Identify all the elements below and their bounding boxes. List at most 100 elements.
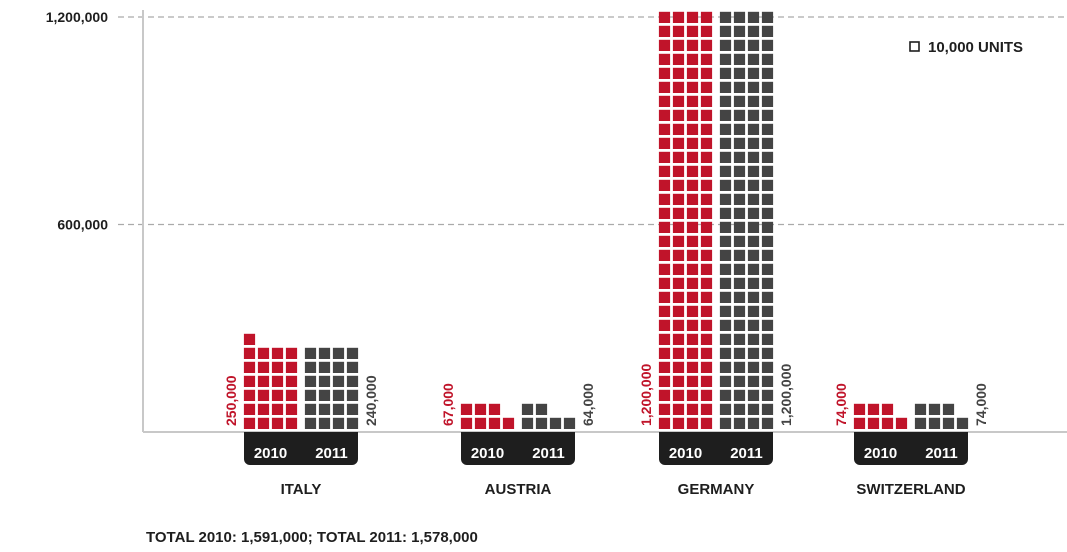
waffle-unit (853, 403, 866, 415)
waffle-unit (733, 179, 746, 191)
waffle-unit (747, 361, 760, 373)
waffle-unit (332, 389, 345, 401)
waffle-unit (747, 67, 760, 79)
waffle-unit (719, 11, 732, 23)
waffle-unit (658, 333, 671, 345)
waffle-unit (747, 95, 760, 107)
waffle-unit (658, 151, 671, 163)
waffle-unit (700, 53, 713, 65)
legend-label: 10,000 UNITS (928, 39, 1023, 56)
bar-2011-switzerland (914, 403, 969, 429)
waffle-unit (346, 417, 359, 429)
waffle-unit (733, 263, 746, 275)
waffle-unit (733, 165, 746, 177)
waffle-unit (700, 375, 713, 387)
waffle-unit (332, 361, 345, 373)
waffle-unit (672, 263, 685, 275)
waffle-unit (658, 221, 671, 233)
waffle-unit (761, 333, 774, 345)
waffle-unit (672, 151, 685, 163)
waffle-unit (243, 403, 256, 415)
waffle-unit (686, 109, 699, 121)
waffle-unit (700, 165, 713, 177)
waffle-unit (502, 417, 515, 429)
waffle-unit (672, 375, 685, 387)
waffle-unit (733, 277, 746, 289)
waffle-unit (285, 389, 298, 401)
year-label: 2010 (254, 445, 287, 462)
waffle-unit (460, 417, 473, 429)
waffle-unit (761, 417, 774, 429)
waffle-unit (700, 11, 713, 23)
waffle-unit (672, 95, 685, 107)
waffle-unit (686, 123, 699, 135)
waffle-unit (733, 389, 746, 401)
waffle-unit (658, 291, 671, 303)
waffle-unit (747, 319, 760, 331)
data-label-2010: 1,200,000 (638, 364, 654, 426)
waffle-unit (761, 39, 774, 51)
year-label: 2011 (925, 445, 958, 462)
waffle-unit (761, 249, 774, 261)
waffle-unit (658, 123, 671, 135)
waffle-unit (895, 417, 908, 429)
waffle-unit (719, 235, 732, 247)
waffle-unit (733, 123, 746, 135)
waffle-unit (257, 417, 270, 429)
waffle-unit (747, 123, 760, 135)
waffle-unit (733, 39, 746, 51)
waffle-unit (658, 39, 671, 51)
waffle-unit (747, 151, 760, 163)
year-pill (854, 432, 968, 465)
waffle-unit (672, 403, 685, 415)
waffle-unit (761, 235, 774, 247)
waffle-unit (285, 361, 298, 373)
waffle-unit (257, 361, 270, 373)
waffle-unit (672, 249, 685, 261)
waffle-unit (761, 263, 774, 275)
waffle-unit (761, 207, 774, 219)
waffle-unit (521, 403, 534, 415)
waffle-unit (700, 151, 713, 163)
year-label: 2011 (315, 445, 348, 462)
waffle-unit (686, 305, 699, 317)
waffle-unit (686, 249, 699, 261)
waffle-unit (672, 165, 685, 177)
waffle-unit (686, 403, 699, 415)
bar-2010-austria (460, 403, 515, 429)
waffle-unit (881, 417, 894, 429)
waffle-unit (719, 221, 732, 233)
waffle-unit (658, 193, 671, 205)
waffle-unit (867, 417, 880, 429)
waffle-unit (761, 123, 774, 135)
waffle-unit (747, 333, 760, 345)
waffle-unit (747, 305, 760, 317)
waffle-unit (700, 319, 713, 331)
waffle-unit (672, 137, 685, 149)
chart-footer: TOTAL 2010: 1,591,000; TOTAL 2011: 1,578… (146, 529, 478, 546)
waffle-unit (271, 403, 284, 415)
waffle-unit (658, 179, 671, 191)
waffle-unit (761, 375, 774, 387)
waffle-unit (747, 81, 760, 93)
bar-2010-switzerland (853, 403, 908, 429)
waffle-unit (719, 207, 732, 219)
waffle-unit (563, 417, 576, 429)
waffle-unit (733, 207, 746, 219)
waffle-unit (658, 11, 671, 23)
waffle-unit (719, 417, 732, 429)
waffle-unit (672, 193, 685, 205)
waffle-unit (761, 81, 774, 93)
waffle-unit (733, 193, 746, 205)
waffle-unit (658, 137, 671, 149)
waffle-unit (672, 179, 685, 191)
waffle-unit (747, 277, 760, 289)
waffle-unit (658, 361, 671, 373)
waffle-unit (700, 249, 713, 261)
waffle-unit (488, 417, 501, 429)
waffle-unit (719, 81, 732, 93)
waffle-unit (761, 403, 774, 415)
waffle-unit (658, 95, 671, 107)
waffle-unit (700, 109, 713, 121)
waffle-unit (942, 417, 955, 429)
